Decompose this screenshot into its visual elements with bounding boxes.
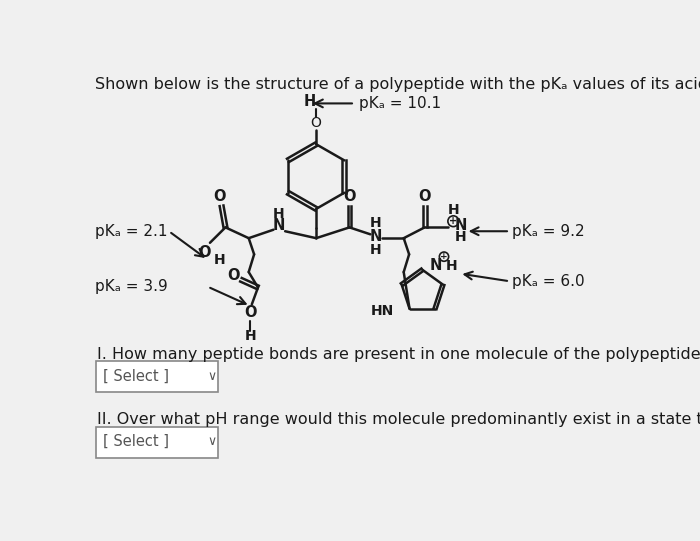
Text: HN: HN [371,304,394,318]
Text: pKₐ = 10.1: pKₐ = 10.1 [358,96,441,111]
Text: O: O [343,189,356,204]
Text: H: H [304,94,316,109]
Text: O: O [213,189,225,204]
Text: +: + [449,216,457,226]
FancyBboxPatch shape [96,361,218,392]
Text: N: N [455,219,467,233]
Text: H: H [447,203,459,217]
Text: N: N [370,229,382,244]
Text: O: O [227,268,239,283]
Text: I. How many peptide bonds are present in one molecule of the polypeptide?: I. How many peptide bonds are present in… [97,347,700,362]
Text: pKₐ = 2.1: pKₐ = 2.1 [95,224,168,239]
Text: Shown below is the structure of a polypeptide with the pKₐ values of its acidic : Shown below is the structure of a polype… [95,77,700,92]
Text: H: H [244,329,256,343]
Text: O: O [244,305,256,320]
Text: H: H [370,216,382,230]
Text: N: N [273,219,285,233]
Text: H: H [273,207,285,221]
Text: N: N [430,259,442,273]
Text: ∨: ∨ [207,370,216,382]
Text: pKₐ = 3.9: pKₐ = 3.9 [95,279,168,294]
Text: ∨: ∨ [207,435,216,448]
Text: H: H [370,243,382,257]
Text: H: H [214,253,226,267]
Text: +: + [440,252,448,261]
Text: [ Select ]: [ Select ] [103,434,169,449]
Text: [ Select ]: [ Select ] [103,368,169,384]
Text: O: O [419,189,431,204]
Text: H: H [446,259,458,273]
Text: pKₐ = 6.0: pKₐ = 6.0 [512,274,584,289]
Text: II. Over what pH range would this molecule predominantly exist in a state that h: II. Over what pH range would this molecu… [97,412,700,427]
Text: H: H [455,230,467,245]
Text: O: O [311,116,321,130]
Text: pKₐ = 9.2: pKₐ = 9.2 [512,224,584,239]
Text: O: O [198,245,211,260]
FancyBboxPatch shape [96,427,218,458]
